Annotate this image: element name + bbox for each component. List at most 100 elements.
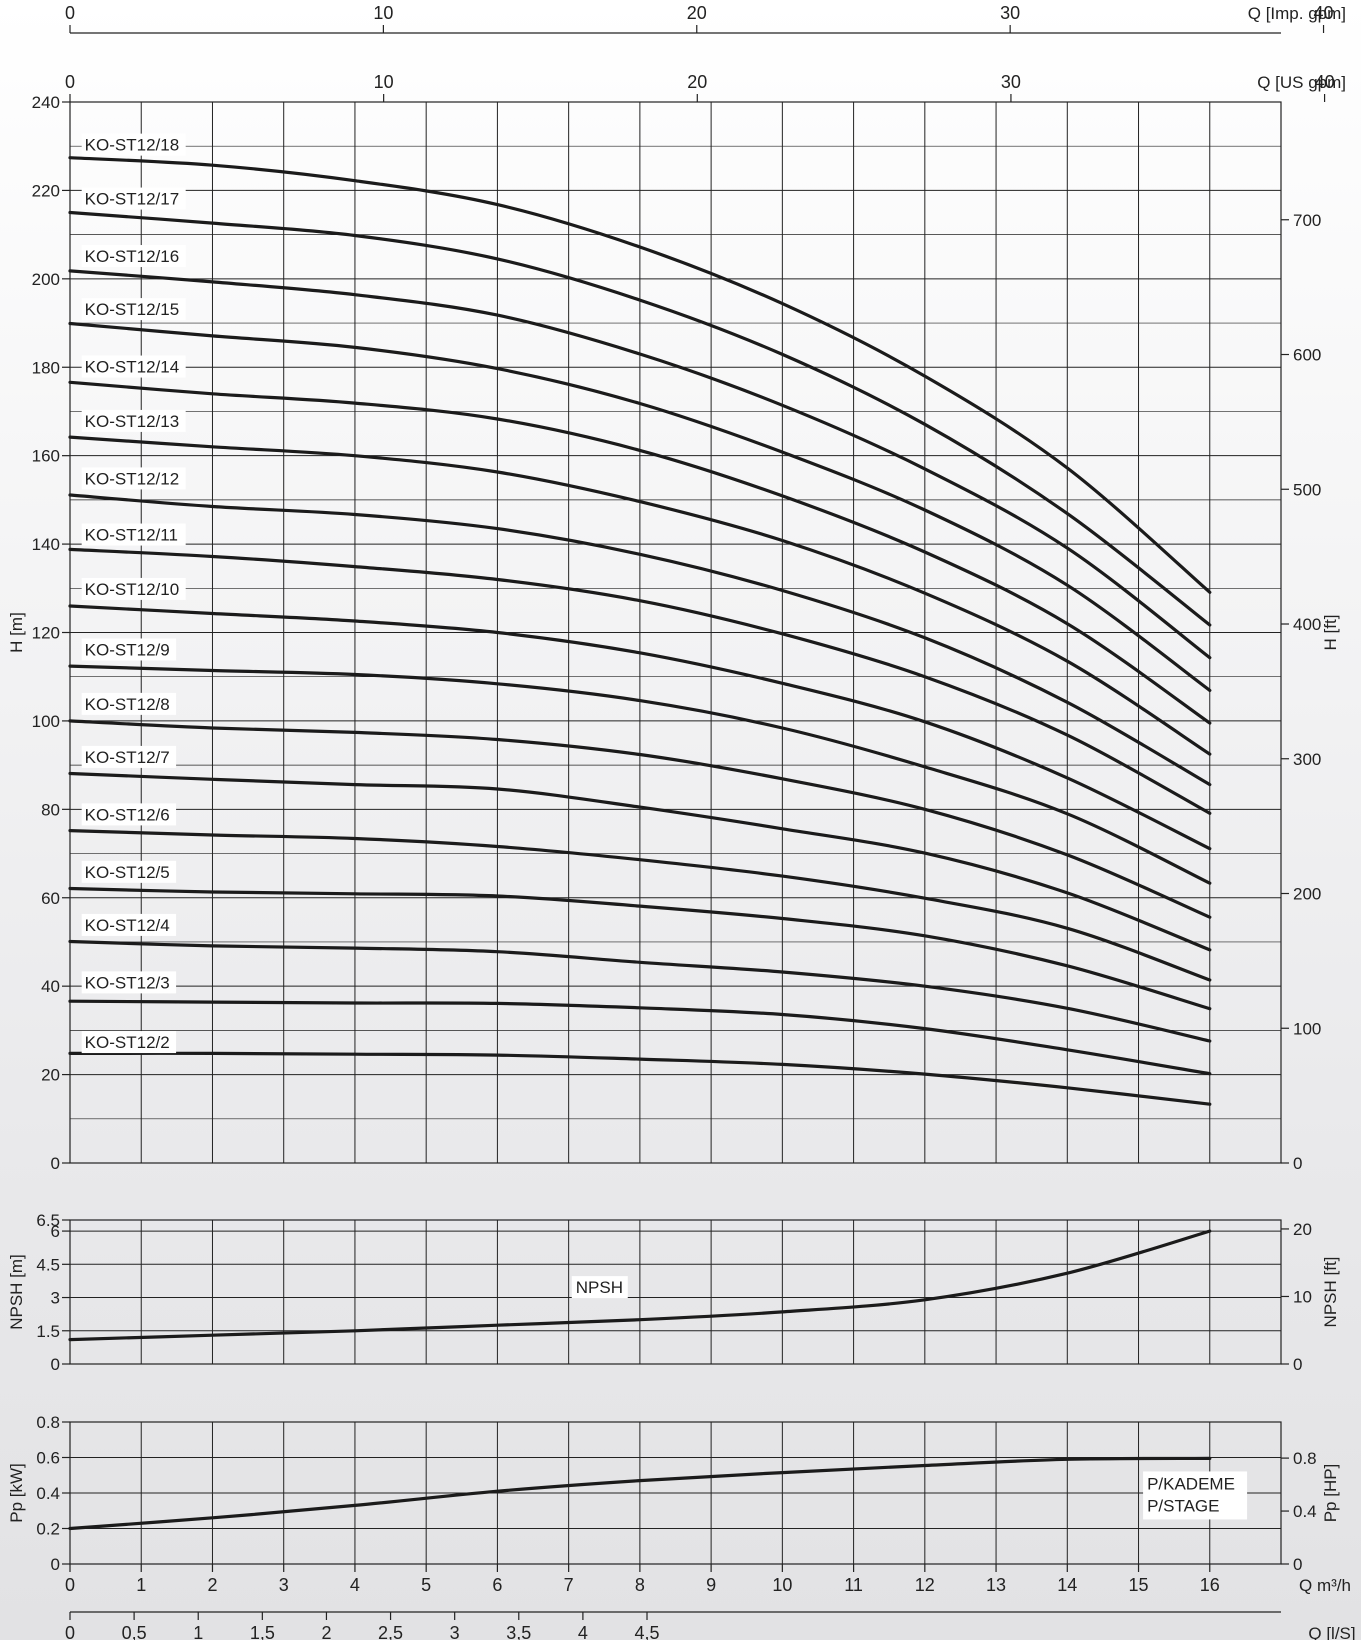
power-curve	[68, 1456, 1212, 1531]
head-left-tick-label: 20	[41, 1066, 60, 1085]
power-left-tick-label: 0.4	[36, 1484, 60, 1503]
head-right-axis-title: H [ft]	[1321, 615, 1340, 651]
power-left-tick-label: 0.8	[36, 1413, 60, 1432]
qm3h-tick-label: 2	[207, 1575, 217, 1595]
head-curve-ko-st12-12	[68, 493, 1212, 787]
qm3h-tick-label: 6	[492, 1575, 502, 1595]
us-gpm-tick-label: 30	[1001, 72, 1021, 92]
head-curve-ko-st12-9	[68, 664, 1212, 885]
head-right-tick-label: 100	[1293, 1019, 1321, 1038]
series-label-bg	[81, 409, 186, 432]
curves-layer	[68, 156, 1212, 1531]
head-right-tick-label: 700	[1293, 211, 1321, 230]
head-right-tick-label: 0	[1293, 1154, 1302, 1173]
npsh-annotation-bg	[571, 1276, 628, 1299]
labels-layer: KO-ST12/2 KO-ST12/3 KO-ST12/4 KO-ST12/5 KO-S…	[81, 133, 1248, 1520]
series-label: KO-ST12/14	[85, 358, 180, 377]
qm3h-tick-label: 10	[772, 1575, 792, 1595]
series-label-bg	[81, 860, 177, 883]
qm3h-tick-label: 7	[564, 1575, 574, 1595]
head-curve-ko-st12-15	[68, 321, 1212, 692]
us-gpm-tick-label: 20	[687, 72, 707, 92]
head-left-tick-label: 120	[32, 624, 60, 643]
qm3h-tick-label: 15	[1129, 1575, 1149, 1595]
imp-gpm-tick-label: 10	[373, 3, 393, 23]
head-right-tick-label: 300	[1293, 750, 1321, 769]
power-annotation-line-1: P/KADEME	[1147, 1474, 1235, 1493]
qm3h-axis-title: Q m³/h	[1299, 1576, 1351, 1595]
series-label: KO-ST12/18	[85, 136, 180, 155]
power-annotation-bg	[1143, 1471, 1248, 1520]
head-right-tick-label: 400	[1293, 615, 1321, 634]
qm3h-tick-label: 13	[986, 1575, 1006, 1595]
ls-tick-label: 3,5	[506, 1623, 531, 1640]
power-annotation-line-2: P/STAGE	[1147, 1497, 1219, 1516]
head-curve-ko-st12-2	[68, 1051, 1212, 1106]
series-label-bg	[81, 692, 177, 715]
head-curve-ko-st12-6	[68, 829, 1212, 982]
head-curve-ko-st12-17	[68, 210, 1212, 627]
series-label-bg	[81, 245, 186, 268]
series-label: KO-ST12/3	[85, 973, 170, 992]
series-label: KO-ST12/12	[85, 469, 180, 488]
us-gpm-tick-label: 10	[374, 72, 394, 92]
head-left-tick-label: 40	[41, 977, 60, 996]
head-curve-ko-st12-4	[68, 939, 1212, 1043]
head-curve-ko-st12-8	[68, 719, 1212, 919]
imp-gpm-tick-label: 40	[1314, 3, 1334, 23]
ls-axis-title: Q [l/S]	[1308, 1624, 1355, 1640]
ls-tick-label: 1,5	[250, 1623, 275, 1640]
npsh-annotation: NPSH	[576, 1278, 623, 1297]
power-y-axis-title: Pp [kW]	[7, 1463, 26, 1523]
series-label: KO-ST12/16	[85, 247, 180, 266]
head-right-tick-label: 500	[1293, 480, 1321, 499]
qm3h-tick-label: 8	[635, 1575, 645, 1595]
power-left-tick-label: 0	[51, 1555, 60, 1574]
npsh-left-tick-label: 3	[51, 1289, 60, 1308]
power-right-tick-label: 0.4	[1293, 1502, 1317, 1521]
head-curve-ko-st12-10	[68, 604, 1212, 851]
npsh-left-tick-label: 6.5	[36, 1211, 60, 1230]
power-left-tick-label: 0.2	[36, 1520, 60, 1539]
npsh-plot-frame	[69, 1219, 1282, 1365]
series-label: KO-ST12/10	[85, 580, 180, 599]
head-left-tick-label: 160	[32, 447, 60, 466]
head-y-axis-title: H [m]	[7, 612, 26, 653]
head-curve-ko-st12-7	[68, 771, 1212, 952]
series-label-bg	[81, 467, 186, 490]
qm3h-tick-label: 12	[915, 1575, 935, 1595]
qm3h-tick-label: 9	[706, 1575, 716, 1595]
imp-gpm-axis-title: Q [Imp. gpm]	[1248, 4, 1346, 23]
head-left-tick-label: 200	[32, 270, 60, 289]
us-gpm-axis-title: Q [US gpm]	[1257, 73, 1346, 92]
qm3h-tick-label: 14	[1057, 1575, 1077, 1595]
us-gpm-tick-label: 0	[65, 72, 75, 92]
ls-tick-label: 0,5	[122, 1623, 147, 1640]
head-left-tick-label: 100	[32, 712, 60, 731]
head-right-tick-label: 200	[1293, 885, 1321, 904]
ls-tick-label: 4,5	[634, 1623, 659, 1640]
series-label-bg	[81, 1031, 177, 1054]
npsh-right-tick-label: 20	[1293, 1220, 1312, 1239]
ls-tick-label: 3	[450, 1623, 460, 1640]
series-label: KO-ST12/6	[85, 805, 170, 824]
head-curve-ko-st12-5	[68, 886, 1212, 1011]
series-label-bg	[81, 913, 177, 936]
series-label-bg	[81, 298, 186, 321]
head-left-tick-label: 180	[32, 358, 60, 377]
series-label-bg	[81, 187, 186, 210]
head-curve-ko-st12-16	[68, 269, 1212, 660]
npsh-curve	[68, 1229, 1212, 1342]
axes-layer: 0204060801001201401601802002202400100200…	[7, 3, 1356, 1640]
npsh-right-axis-title: NPSH [ft]	[1321, 1257, 1340, 1328]
head-left-tick-label: 240	[32, 93, 60, 112]
ls-tick-label: 2,5	[378, 1623, 403, 1640]
npsh-y-axis-title: NPSH [m]	[7, 1254, 26, 1330]
imp-gpm-tick-label: 30	[1000, 3, 1020, 23]
power-left-tick-label: 0.6	[36, 1449, 60, 1468]
imp-gpm-tick-label: 20	[687, 3, 707, 23]
grid-layer	[69, 101, 1282, 1565]
head-left-tick-label: 220	[32, 181, 60, 200]
imp-gpm-tick-label: 0	[65, 3, 75, 23]
